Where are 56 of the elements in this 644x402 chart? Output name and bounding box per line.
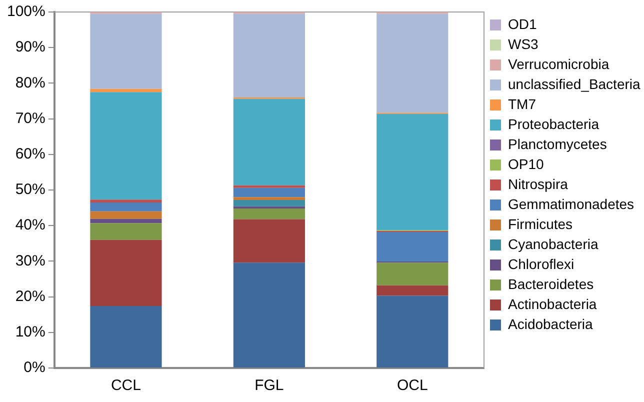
legend-label: Verrucomicrobia (508, 56, 610, 72)
bar (90, 223, 162, 240)
bar (233, 197, 305, 200)
legend-label: WS3 (508, 36, 539, 52)
legend-label: Chloroflexi (508, 256, 574, 272)
bar (376, 296, 448, 368)
bar (90, 202, 162, 212)
bar (90, 306, 162, 368)
legend-label: Gemmatimonadetes (508, 196, 634, 212)
legend-label: Nitrospira (508, 176, 568, 192)
bar (90, 218, 162, 224)
bar (90, 92, 162, 200)
x-tick-label: FGL (254, 377, 284, 394)
bar (90, 88, 162, 92)
legend-label: Acidobacteria (508, 316, 594, 332)
legend-label: TM7 (508, 96, 536, 112)
legend-label: OP10 (508, 156, 544, 172)
bar (233, 185, 305, 188)
bar (233, 188, 305, 198)
bar (233, 98, 305, 186)
x-tick-label: CCL (110, 377, 141, 394)
bar (90, 200, 162, 202)
bar (233, 262, 305, 368)
bar (233, 14, 305, 98)
y-tick-label: 70% (15, 110, 46, 127)
bar (376, 285, 448, 296)
legend-label: Cyanobacteria (508, 236, 598, 252)
bar (233, 200, 305, 206)
bar (233, 208, 305, 220)
y-tick-label: 90% (15, 38, 46, 56)
bar (90, 14, 162, 89)
bar (376, 262, 448, 286)
bar (376, 232, 448, 262)
bar (233, 219, 305, 263)
y-tick-label: 80% (15, 74, 46, 92)
y-tick-label: 30% (15, 252, 46, 270)
legend-label: OD1 (508, 16, 537, 32)
y-tick-label: 20% (15, 288, 46, 305)
y-tick-label: 100% (6, 3, 46, 20)
y-tick-label: 10% (15, 324, 46, 341)
x-tick-label: OCL (396, 377, 428, 394)
bar (376, 14, 448, 113)
legend-label: Planctomycetes (508, 136, 607, 152)
y-tick-label: 50% (15, 181, 46, 198)
legend-label: unclassified_Bacteria (508, 76, 641, 92)
bar (90, 211, 162, 219)
bar (233, 206, 305, 209)
y-tick-label: 40% (15, 216, 46, 234)
legend-label: Actinobacteria (508, 296, 597, 312)
legend-label: Bacteroidetes (508, 276, 594, 292)
y-tick-label: 60% (15, 146, 46, 163)
legend-label: Proteobacteria (508, 116, 600, 132)
y-tick-label: 0% (24, 359, 46, 376)
bar (90, 240, 162, 306)
bar (376, 114, 448, 230)
legend-label: Firmicutes (508, 216, 573, 232)
